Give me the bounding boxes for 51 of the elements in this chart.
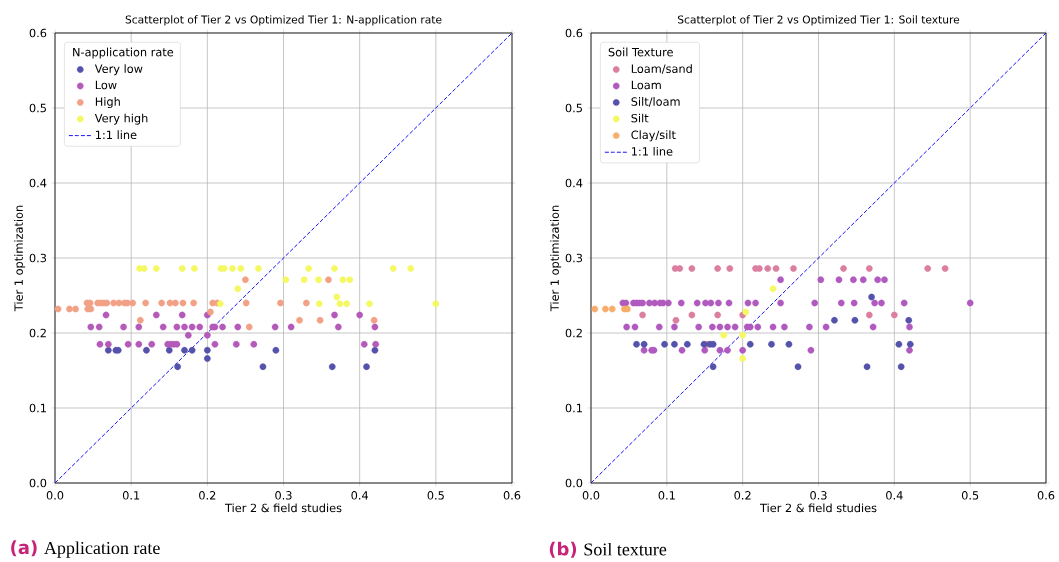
x-tick-label: 0.3 — [275, 491, 292, 500]
y-tick-label: 0.2 — [29, 328, 46, 338]
x-tick-label: 0.0 — [582, 491, 600, 500]
x-tick-label: 0.5 — [427, 491, 444, 500]
legend-label: 1:1 line — [96, 130, 137, 140]
x-tick-label: 0.6 — [503, 491, 521, 500]
legend-label: Very high — [94, 113, 148, 125]
legend-label: Loam — [631, 80, 661, 90]
chart-title: Scatterplot of Tier 2 vs Optimized Tier 1: Soil texture — [678, 15, 960, 26]
legend-label: Clay/silt — [631, 130, 676, 142]
y-tick-label: 0.3 — [29, 253, 47, 263]
legend-label: Silt — [631, 113, 649, 123]
legend-label: Very low — [94, 64, 143, 76]
x-axis-title: Tier 2 & field studies — [224, 503, 342, 513]
legend-label: Low — [95, 80, 117, 90]
y-tick-label: 0.4 — [29, 178, 47, 188]
y-tick-label: 0.5 — [565, 103, 582, 113]
x-tick-label: 0.2 — [199, 491, 216, 500]
legend-label: 1:1 line — [631, 146, 673, 156]
x-tick-label: 0.4 — [351, 491, 369, 500]
y-tick-label: 0.3 — [565, 253, 583, 263]
chart-title: Scatterplot of Tier 2 vs Optimized Tier 1: N-application rate — [125, 15, 442, 26]
text: (b) — [549, 541, 577, 558]
y-tick-label: 0.0 — [565, 478, 583, 488]
legend-title: N-application rate — [73, 47, 174, 59]
x-axis-title: Tier 2 & field studies — [759, 503, 877, 513]
y-tick-label: 0.1 — [29, 403, 46, 413]
legend-title: Soil Texture — [608, 47, 673, 57]
x-tick-label: 0.0 — [46, 491, 64, 500]
x-tick-label: 0.4 — [886, 491, 903, 500]
text: Soil texture — [584, 542, 667, 556]
x-tick-label: 0.3 — [810, 491, 827, 500]
y-tick-label: 0.2 — [565, 328, 582, 338]
x-tick-label: 0.6 — [1037, 491, 1055, 500]
legend-label: High — [95, 97, 120, 109]
y-tick-label: 0.6 — [565, 28, 583, 38]
legend-label: Silt/loam — [631, 97, 680, 107]
y-tick-label: 0.5 — [29, 103, 46, 113]
y-axis-title: Tier 1 optimization — [14, 205, 26, 312]
y-axis-title: Tier 1 optimization — [550, 205, 562, 312]
y-tick-label: 0.0 — [29, 478, 47, 488]
text: Application rate — [44, 541, 160, 558]
legend-label: Loam/sand — [631, 64, 692, 74]
x-tick-label: 0.1 — [658, 491, 675, 500]
x-tick-label: 0.5 — [961, 491, 979, 500]
text: (a) — [11, 540, 37, 557]
y-tick-label: 0.6 — [29, 28, 47, 38]
y-tick-label: 0.1 — [565, 403, 582, 413]
x-tick-label: 0.2 — [734, 491, 751, 500]
y-tick-label: 0.4 — [565, 178, 583, 188]
x-tick-label: 0.1 — [122, 491, 140, 500]
